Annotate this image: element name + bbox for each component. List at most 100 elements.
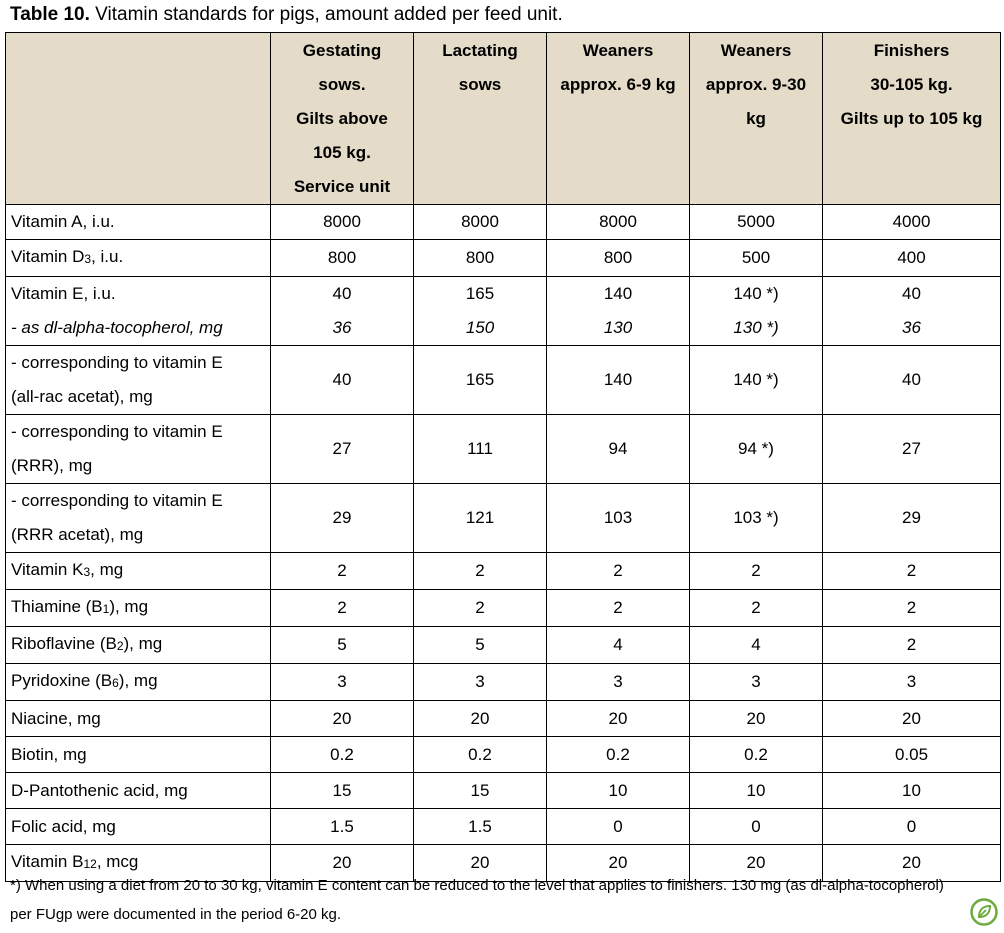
cell: 0.05 [822, 736, 1001, 773]
cell: 130 *) [689, 311, 823, 346]
cell: 10 [689, 772, 823, 809]
row-label: Thiamine (B1), mg [5, 589, 271, 627]
row-label: Vitamin A, i.u. [5, 204, 271, 240]
cell: 10 [546, 772, 690, 809]
cell: 27 [270, 414, 414, 484]
cell: 140 [546, 345, 690, 415]
cell: 4 [689, 626, 823, 664]
table-title: Table 10. Vitamin standards for pigs, am… [10, 3, 563, 27]
row-label: - as dl-alpha-tocopherol, mg [5, 311, 271, 346]
cell: 2 [822, 552, 1001, 590]
table-row: Vitamin A, i.u. 8000 8000 8000 5000 4000 [5, 204, 1001, 240]
row-label: - corresponding to vitamin E (RRR acetat)… [5, 483, 271, 553]
cell: 103 [546, 483, 690, 553]
row-label: Vitamin K3, mg [5, 552, 271, 590]
cell: 800 [270, 239, 414, 277]
header-row: Gestating sows. Gilts above 105 kg. Service … [5, 32, 1001, 205]
cell: 8000 [270, 204, 414, 240]
cell: 8000 [413, 204, 547, 240]
cell: 0 [689, 808, 823, 845]
cell: 2 [413, 589, 547, 627]
cell: 165 [413, 345, 547, 415]
cell: 3 [822, 663, 1001, 701]
cell: 800 [546, 239, 690, 277]
table-number: Table 10. [10, 4, 90, 25]
cell: 140 *) [689, 345, 823, 415]
cell: 20 [546, 844, 690, 882]
cell: 2 [689, 552, 823, 590]
cell: 3 [270, 663, 414, 701]
row-label: - corresponding to vitamin E (all-rac ace… [5, 345, 271, 415]
row-label: Pyridoxine (B6), mg [5, 663, 271, 701]
cell: 20 [413, 844, 547, 882]
row-label: Vitamin D3, i.u. [5, 239, 271, 277]
table-row: Niacine, mg 20 20 20 20 20 [5, 700, 1001, 737]
cell: 36 [270, 311, 414, 346]
cell: 400 [822, 239, 1001, 277]
cell: 165 [413, 276, 547, 311]
cell: 8000 [546, 204, 690, 240]
table-row: Folic acid, mg 1.5 1.5 0 0 0 [5, 808, 1001, 845]
header-lactating-sows: Lactating sows [413, 32, 547, 205]
vitamin-table: Gestating sows. Gilts above 105 kg. Service … [5, 32, 1001, 882]
cell: 0.2 [546, 736, 690, 773]
cell: 0 [546, 808, 690, 845]
table-row: D-Pantothenic acid, mg 15 15 10 10 10 [5, 772, 1001, 809]
cell: 94 [546, 414, 690, 484]
header-finishers: Finishers 30-105 kg. Gilts up to 105 kg [822, 32, 1001, 205]
cell: 140 *) [689, 276, 823, 311]
cell: 2 [689, 589, 823, 627]
cell: 20 [546, 700, 690, 737]
row-label: Vitamin E, i.u. [5, 276, 271, 311]
cell: 29 [270, 483, 414, 553]
table-row: Pyridoxine (B6), mg 3 3 3 3 3 [5, 663, 1001, 701]
cell: 800 [413, 239, 547, 277]
cell: 40 [822, 276, 1001, 311]
table-row: - corresponding to vitamin E (all-rac ace… [5, 345, 1001, 415]
table-caption: Vitamin standards for pigs, amount added… [89, 4, 563, 25]
cell: 4 [546, 626, 690, 664]
cell: 15 [413, 772, 547, 809]
table-row: - as dl-alpha-tocopherol, mg 36 150 130 … [5, 311, 1001, 346]
cell: 20 [689, 700, 823, 737]
row-label: Vitamin B12, mcg [5, 844, 271, 882]
cell: 1.5 [270, 808, 414, 845]
cell: 20 [270, 844, 414, 882]
table-row: Vitamin D3, i.u. 800 800 800 500 400 [5, 239, 1001, 277]
row-label: Biotin, mg [5, 736, 271, 773]
cell: 20 [689, 844, 823, 882]
row-label: Riboflavine (B2), mg [5, 626, 271, 664]
cell: 29 [822, 483, 1001, 553]
table-row: - corresponding to vitamin E (RRR acetat)… [5, 483, 1001, 553]
cell: 4000 [822, 204, 1001, 240]
cell: 0.2 [270, 736, 414, 773]
header-blank [5, 32, 271, 205]
cell: 15 [270, 772, 414, 809]
row-label: - corresponding to vitamin E (RRR), mg [5, 414, 271, 484]
cell: 150 [413, 311, 547, 346]
cell: 20 [270, 700, 414, 737]
row-label: D-Pantothenic acid, mg [5, 772, 271, 809]
table-row: Riboflavine (B2), mg 5 5 4 4 2 [5, 626, 1001, 664]
cell: 103 *) [689, 483, 823, 553]
cell: 2 [270, 552, 414, 590]
cell: 5000 [689, 204, 823, 240]
cell: 20 [822, 700, 1001, 737]
leaf-badge-icon [970, 898, 998, 926]
cell: 94 *) [689, 414, 823, 484]
cell: 5 [270, 626, 414, 664]
cell: 2 [546, 589, 690, 627]
cell: 5 [413, 626, 547, 664]
cell: 2 [546, 552, 690, 590]
footnote: *) When using a diet from 20 to 30 kg, v… [10, 877, 944, 923]
cell: 130 [546, 311, 690, 346]
cell: 36 [822, 311, 1001, 346]
cell: 0 [822, 808, 1001, 845]
header-weaners-6-9: Weaners approx. 6-9 kg [546, 32, 690, 205]
cell: 0.2 [689, 736, 823, 773]
cell: 3 [413, 663, 547, 701]
table-row: Vitamin B12, mcg 20 20 20 20 20 [5, 844, 1001, 882]
cell: 500 [689, 239, 823, 277]
cell: 1.5 [413, 808, 547, 845]
cell: 20 [822, 844, 1001, 882]
